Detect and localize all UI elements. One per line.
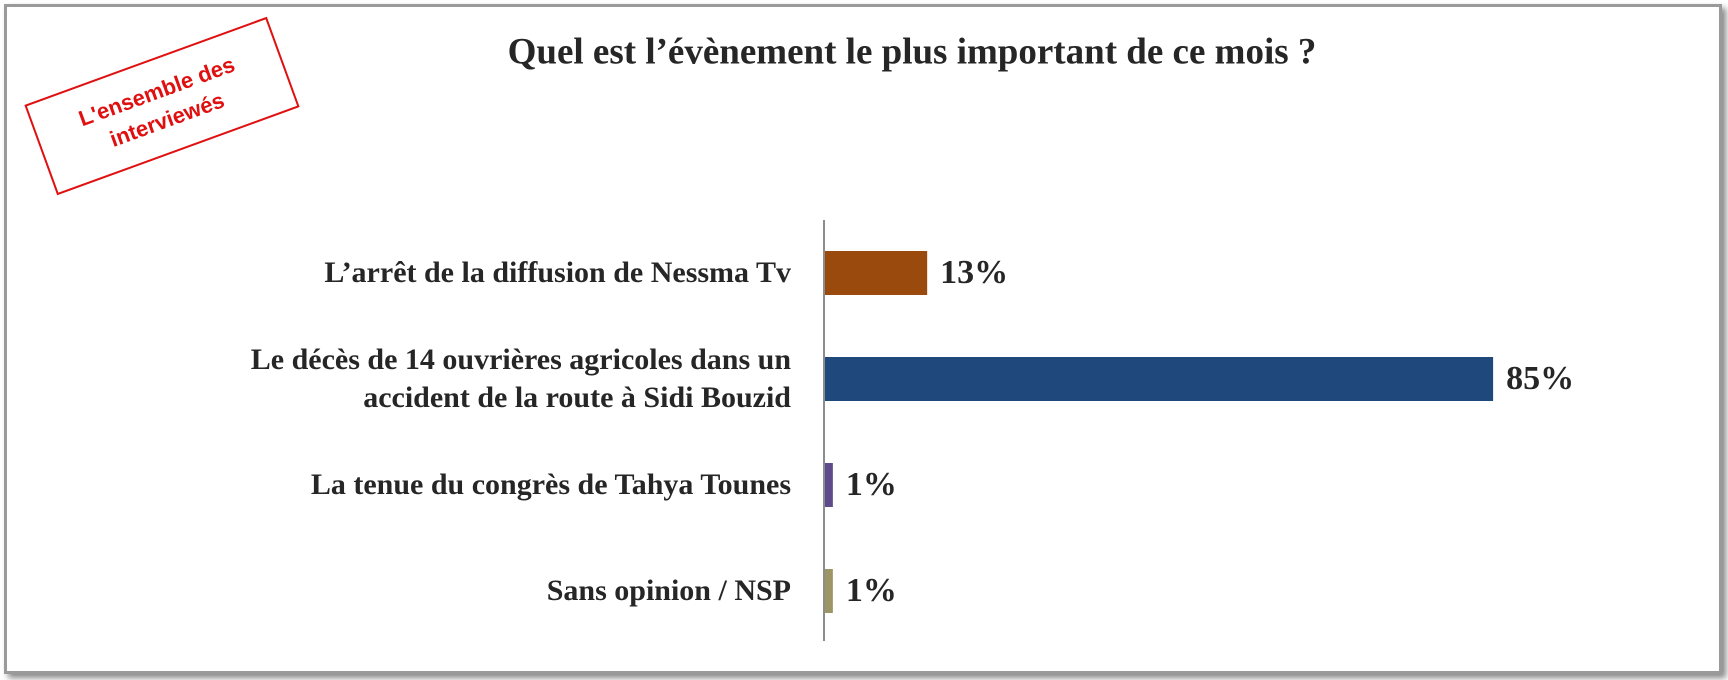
category-label: L’arrêt de la diffusion de Nessma Tv [324,256,791,289]
bar [825,251,928,295]
bar [825,463,833,507]
value-label: 1% [846,466,897,503]
value-label: 85% [1506,360,1574,397]
category-label: La tenue du congrès de Tahya Tounes [310,468,791,501]
chart-frame [4,4,1722,674]
bar [825,569,833,613]
bar [825,357,1494,401]
value-label: 1% [846,572,897,609]
value-label: 13% [940,254,1008,291]
category-label: Le décès de 14 ouvrières agricoles dans … [250,343,791,414]
stamp: L'ensemble desinterviewés [24,16,300,196]
stamp-box [24,16,300,196]
category-label: Sans opinion / NSP [546,574,791,607]
chart-title: Quel est l’évènement le plus important d… [508,31,1317,72]
